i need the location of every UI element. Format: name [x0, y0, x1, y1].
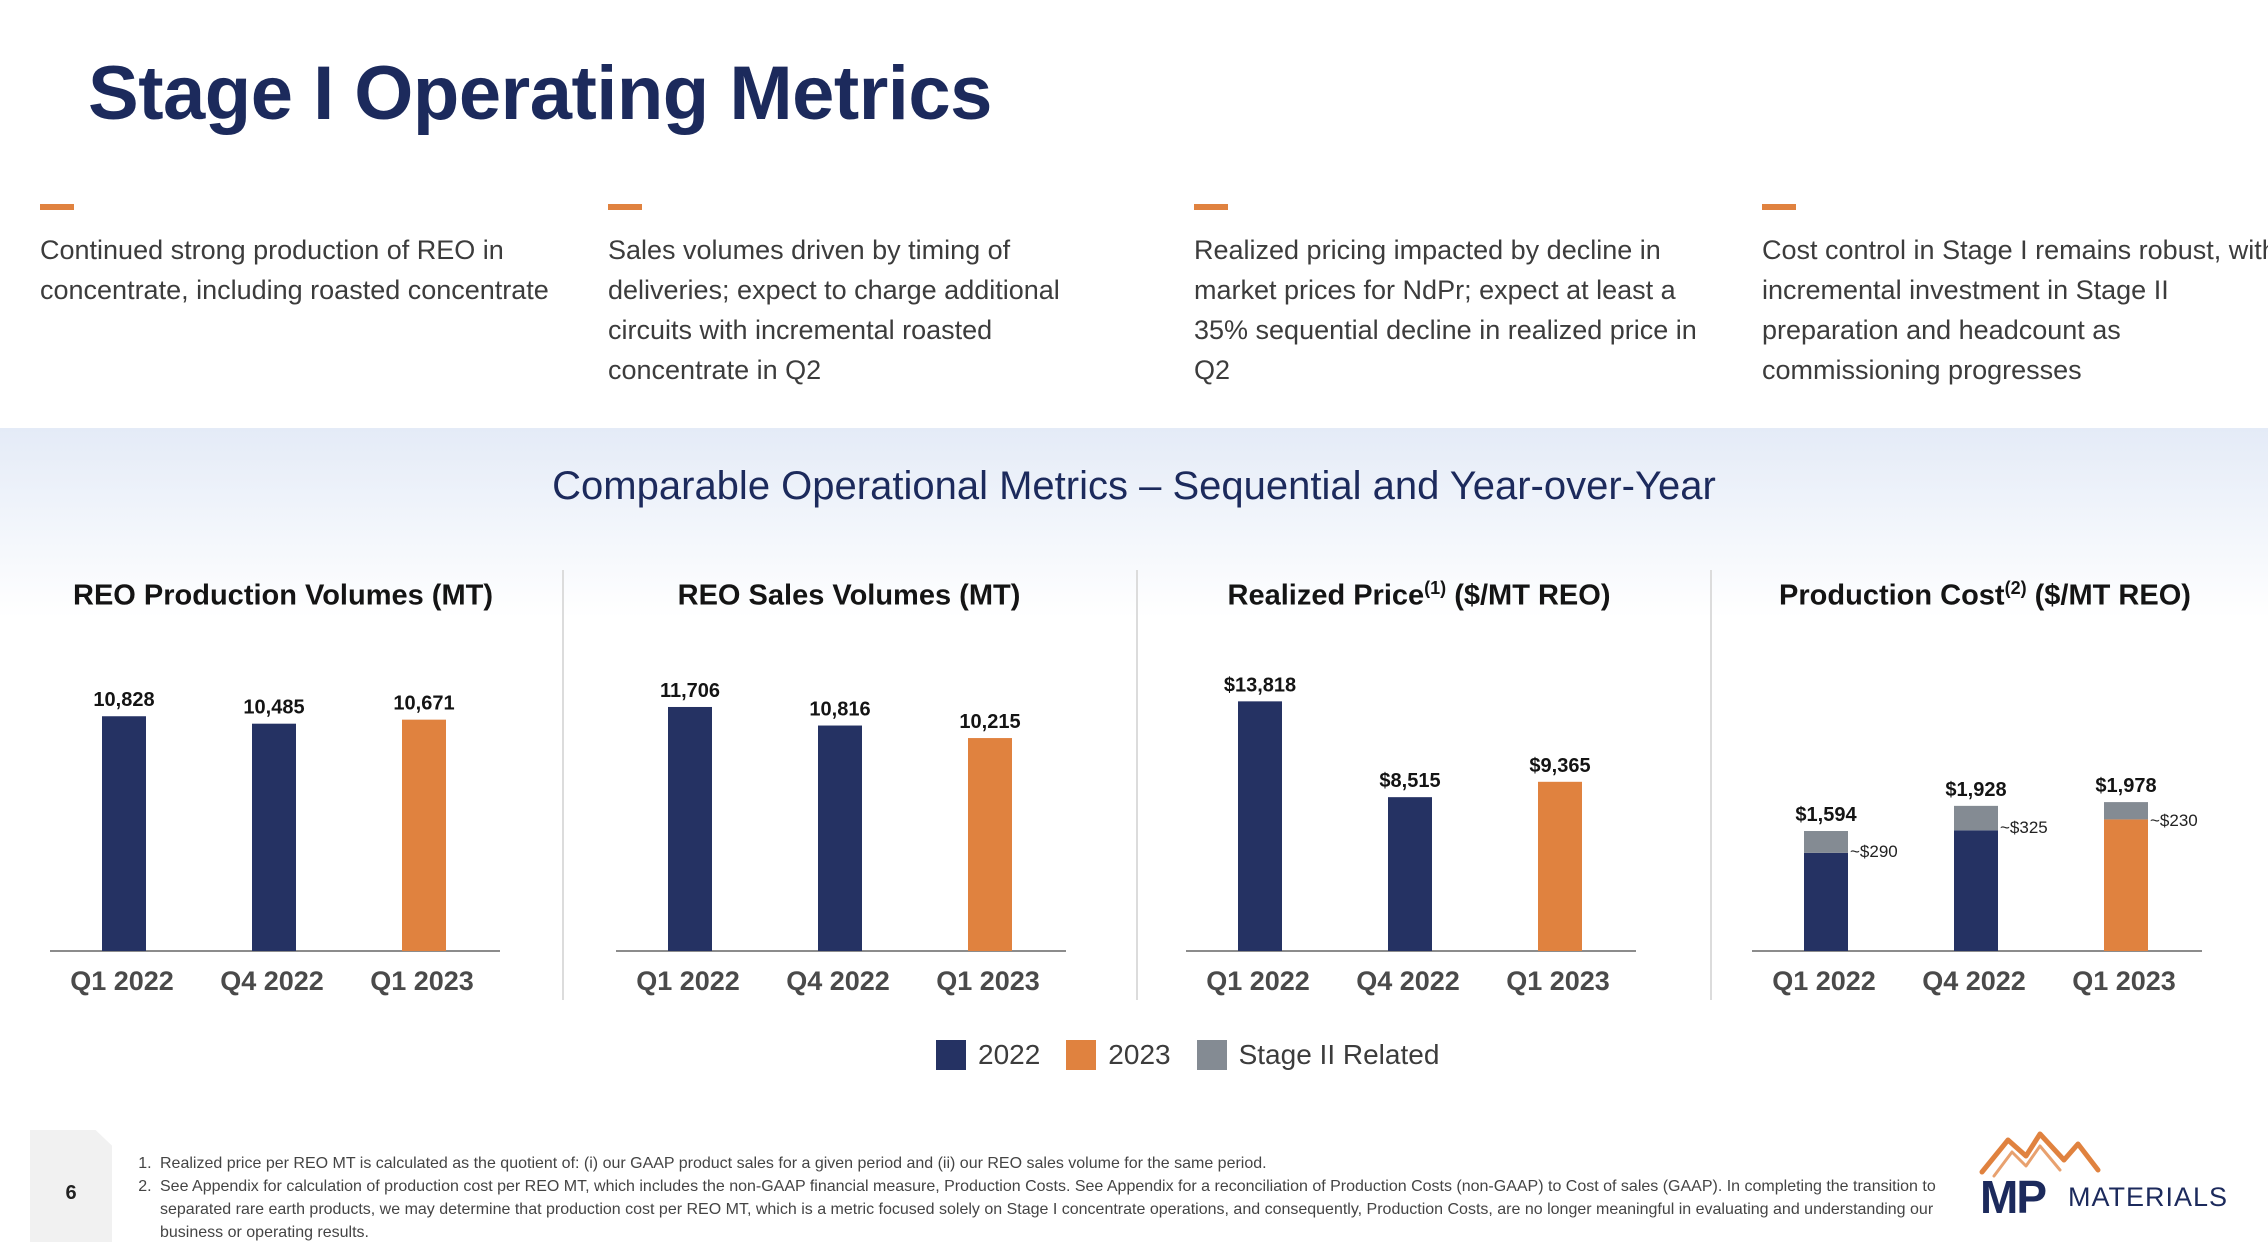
data-label: 10,816: [809, 699, 870, 721]
logo-word-text: MATERIALS: [2068, 1182, 2229, 1212]
data-label: $1,928: [1945, 779, 2006, 801]
page-title: Stage I Operating Metrics: [88, 51, 992, 136]
stage-ii-label: ~$325: [2000, 818, 2048, 837]
bullet-text: Cost control in Stage I remains robust, …: [1762, 235, 2268, 385]
data-label: $13,818: [1224, 674, 1296, 696]
chart-title-suffix: ($/MT REO): [2026, 579, 2191, 612]
legend-label: Stage II Related: [1238, 1039, 1440, 1070]
chart-title-main: Production Cost: [1779, 579, 2005, 612]
bullet-sales: Sales volumes driven by timing of delive…: [608, 204, 1128, 390]
stage-ii-bar-segment: [2104, 802, 2148, 820]
mountain-logo-icon: [1979, 1131, 2101, 1178]
stage-ii-label: ~$230: [2150, 811, 2198, 830]
data-label: 10,828: [93, 689, 154, 711]
stage-ii-bar-segment: [1954, 805, 1998, 831]
chart-production-cost: Production Cost(2) ($/MT REO) ~$290 $1,59…: [1702, 560, 2268, 1000]
chart-title: Realized Price(1) ($/MT REO): [1136, 578, 1702, 613]
bar: [968, 738, 1012, 951]
x-tick-label: Q1 2023: [2072, 966, 2176, 996]
chart-title-footnote: (1): [1424, 578, 1447, 598]
section-band: [0, 428, 2268, 618]
stage-ii-bar-segment: [1804, 831, 1848, 853]
bullet-dash: [608, 204, 642, 210]
footnote-2: See Appendix for calculation of producti…: [156, 1175, 1956, 1244]
bullet-pricing: Realized pricing impacted by decline in …: [1194, 204, 1714, 390]
chart-title-main: REO Production Volumes (MT): [73, 579, 493, 612]
bar: [1954, 830, 1998, 951]
bullet-text: Sales volumes driven by timing of delive…: [608, 235, 1060, 385]
section-title: Comparable Operational Metrics – Sequent…: [552, 464, 1716, 508]
legend-swatch: [1066, 1040, 1097, 1070]
data-label: $1,594: [1795, 804, 1857, 826]
legend-item-2022: 2022: [936, 1039, 1040, 1071]
x-tick-label: Q1 2023: [370, 966, 474, 996]
data-label: $8,515: [1379, 770, 1440, 792]
data-label: 11,706: [660, 680, 720, 702]
chart-title-main: Realized Price: [1227, 579, 1425, 612]
bar: [402, 719, 446, 951]
bar: [1388, 797, 1432, 951]
chart-title: REO Production Volumes (MT): [0, 578, 566, 613]
chart-title-footnote: (2): [2004, 578, 2027, 598]
x-tick-label: Q1 2022: [1772, 966, 1876, 996]
legend-swatch: [936, 1040, 966, 1070]
x-tick-label: Q4 2022: [1922, 966, 2026, 996]
legend-item-stage-ii: Stage II Related: [1196, 1039, 1440, 1071]
chart-title-main: REO Sales Volumes (MT): [677, 579, 1021, 612]
chart-svg: $13,818 Q1 2022 $8,515 Q4 2022 $9,365 Q1 2023: [1186, 674, 1636, 996]
company-logo: MP MATERIALS: [1976, 1126, 2238, 1223]
footnotes: Realized price per REO MT is calculated …: [132, 1152, 1956, 1244]
chart-production-volumes: REO Production Volumes (MT) 10,828 Q1 202…: [0, 560, 566, 1000]
chart-title-suffix: ($/MT REO): [1446, 579, 1611, 612]
bar: [1238, 701, 1282, 951]
bullet-text: Realized pricing impacted by decline in …: [1194, 235, 1697, 385]
chart-divider: [562, 570, 564, 1000]
x-tick-label: Q4 2022: [1356, 966, 1460, 996]
data-label: 10,485: [243, 697, 304, 719]
bar: [2104, 819, 2148, 951]
x-tick-label: Q4 2022: [220, 966, 324, 996]
x-tick-label: Q1 2023: [936, 966, 1040, 996]
stage-ii-label: ~$290: [1850, 842, 1898, 861]
bullet-production: Continued strong production of REO in co…: [40, 204, 560, 310]
chart-realized-price: Realized Price(1) ($/MT REO) $13,818 Q1 2…: [1136, 560, 1702, 1000]
x-tick-label: Q4 2022: [786, 966, 890, 996]
bullet-dash: [1194, 204, 1228, 210]
bar: [102, 716, 146, 951]
data-label: 10,671: [393, 693, 454, 715]
legend-item-2023: 2023: [1066, 1039, 1171, 1071]
bar: [252, 723, 296, 951]
bullet-dash: [1762, 204, 1796, 210]
chart-title: REO Sales Volumes (MT): [566, 578, 1132, 613]
chart-divider: [1136, 570, 1138, 1000]
bar: [668, 706, 712, 951]
x-tick-label: Q1 2022: [636, 966, 740, 996]
legend-label: 2023: [1108, 1039, 1171, 1070]
data-label: $1,978: [2095, 775, 2156, 797]
bullet-dash: [40, 204, 74, 210]
data-label: $9,365: [1529, 755, 1590, 777]
chart-legend: 2022 2023 Stage II Related: [936, 1038, 1465, 1072]
bullet-text: Continued strong production of REO in co…: [40, 235, 549, 305]
bar: [1804, 852, 1848, 951]
bar: [818, 725, 862, 951]
bar: [1538, 781, 1582, 951]
page-number: 6: [65, 1182, 77, 1204]
x-tick-label: Q1 2023: [1506, 966, 1610, 996]
page-number-tab: [30, 1130, 112, 1242]
x-tick-label: Q1 2022: [70, 966, 174, 996]
legend-swatch: [1196, 1040, 1227, 1070]
chart-title: Production Cost(2) ($/MT REO): [1702, 578, 2268, 613]
chart-svg: ~$290 $1,594 Q1 2022 ~$325 $1,928 Q4 2022 ~$23…: [1752, 775, 2202, 996]
chart-svg: 10,828 Q1 2022 10,485 Q4 2022 10,671 Q1 2023: [50, 689, 500, 996]
logo-mark-text: MP: [1980, 1171, 2047, 1223]
bullet-cost: Cost control in Stage I remains robust, …: [1762, 204, 2268, 390]
footnote-1: Realized price per REO MT is calculated …: [156, 1152, 1956, 1175]
chart-sales-volumes: REO Sales Volumes (MT) 11,706 Q1 2022 10,8…: [566, 560, 1132, 1000]
legend-label: 2022: [978, 1039, 1041, 1070]
chart-divider: [1710, 570, 1712, 1000]
data-label: 10,215: [959, 711, 1020, 733]
chart-svg: 11,706 Q1 2022 10,816 Q4 2022 10,215 Q1 2023: [616, 680, 1066, 996]
x-tick-label: Q1 2022: [1206, 966, 1310, 996]
